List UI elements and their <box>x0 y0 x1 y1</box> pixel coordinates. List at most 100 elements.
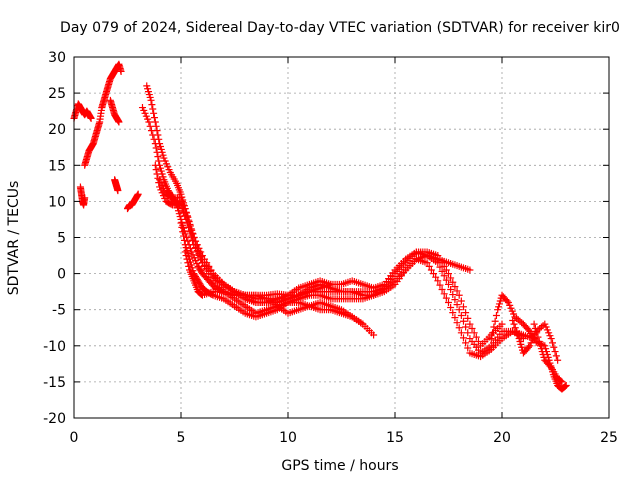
data-point <box>549 339 557 347</box>
data-point <box>440 290 448 298</box>
data-point <box>464 314 472 322</box>
data-point <box>535 337 543 345</box>
x-tick-label: 0 <box>70 430 79 446</box>
data-point <box>457 329 465 337</box>
data-point <box>152 166 160 174</box>
data-point <box>445 298 452 306</box>
data-point <box>370 331 378 339</box>
data-point <box>434 277 442 285</box>
y-tick-label: 10 <box>48 194 66 210</box>
data-point <box>451 314 459 322</box>
data-point <box>436 255 444 263</box>
data-point <box>466 266 474 274</box>
data-point <box>195 252 203 260</box>
data-point <box>205 270 213 278</box>
data-point <box>531 324 539 332</box>
chart-title: Day 079 of 2024, Sidereal Day-to-day VTE… <box>60 20 620 36</box>
data-point <box>81 194 89 202</box>
data-point <box>453 287 461 295</box>
x-tick-label: 10 <box>279 430 297 446</box>
data-point <box>472 333 480 341</box>
data-point <box>459 334 467 342</box>
data-point <box>447 304 455 312</box>
data-point <box>440 262 448 270</box>
data-point <box>180 236 188 244</box>
y-axis-label: SDTVAR / TECUs <box>6 181 22 296</box>
data-point <box>492 311 500 319</box>
data-point <box>425 262 433 270</box>
y-tick-label: -10 <box>43 339 66 355</box>
data-point <box>148 101 156 109</box>
data-point <box>184 259 192 267</box>
data-point <box>152 122 160 130</box>
data-point <box>146 122 154 130</box>
data-point <box>550 343 558 351</box>
y-tick-label: 25 <box>48 86 66 102</box>
data-point <box>198 259 206 267</box>
data-point <box>178 205 186 213</box>
data-point <box>436 263 444 271</box>
x-tick-label: 5 <box>177 430 186 446</box>
axis-ticks: -20 -15 -10 -5 0 5 10 15 20 25 30 0 5 10 15 20 25 <box>43 50 618 446</box>
data-point <box>445 280 452 288</box>
data-point <box>447 274 455 282</box>
y-tick-label: 0 <box>57 267 66 283</box>
data-point <box>201 262 209 270</box>
data-point <box>451 283 459 291</box>
data-point <box>462 309 470 317</box>
data-point <box>554 356 562 364</box>
data-point <box>510 320 518 328</box>
data-point <box>466 320 474 328</box>
series-trace-1 <box>70 100 95 122</box>
data-point <box>434 259 442 267</box>
grid <box>74 57 609 418</box>
data-point <box>557 377 565 385</box>
data-point <box>464 329 472 337</box>
data-point <box>514 331 522 339</box>
data-point <box>470 329 478 337</box>
data-point <box>114 187 122 195</box>
data-point <box>197 290 205 298</box>
x-axis-label: GPS time / hours <box>281 458 398 474</box>
data-point <box>150 114 158 122</box>
data-point <box>562 382 570 390</box>
y-tick-label: -20 <box>43 411 66 427</box>
y-tick-label: 20 <box>48 122 66 138</box>
data-point <box>177 201 185 209</box>
data-point <box>189 236 197 244</box>
data-point <box>152 144 160 152</box>
data-point <box>447 285 455 293</box>
data-point <box>453 319 461 327</box>
data-point <box>462 323 470 331</box>
series-trace-14 <box>181 248 367 328</box>
data-point <box>525 343 533 351</box>
data-point <box>525 326 533 334</box>
data-point <box>464 344 472 352</box>
y-tick-label: 5 <box>57 231 66 247</box>
y-tick-label: 30 <box>48 50 66 66</box>
data-point <box>449 278 457 286</box>
x-tick-label: 25 <box>600 430 618 446</box>
data-point <box>149 105 157 113</box>
data-point <box>434 252 442 260</box>
data-point <box>474 337 482 345</box>
data-point <box>459 317 467 325</box>
data-point <box>442 294 450 302</box>
data-point <box>182 252 190 260</box>
data-point <box>207 273 215 281</box>
data-point <box>457 311 465 319</box>
data-point <box>459 303 467 311</box>
series-trace-2 <box>76 183 89 209</box>
series-trace-15 <box>241 277 335 306</box>
data-point <box>179 228 187 236</box>
series-trace-4 <box>98 60 125 112</box>
data-point <box>183 219 191 227</box>
data-point <box>491 317 499 325</box>
data-point <box>498 320 506 328</box>
data-point <box>457 297 465 305</box>
data-point <box>197 255 205 263</box>
series-trace-3 <box>81 104 106 169</box>
data-point <box>154 153 162 161</box>
data-point <box>551 348 559 356</box>
